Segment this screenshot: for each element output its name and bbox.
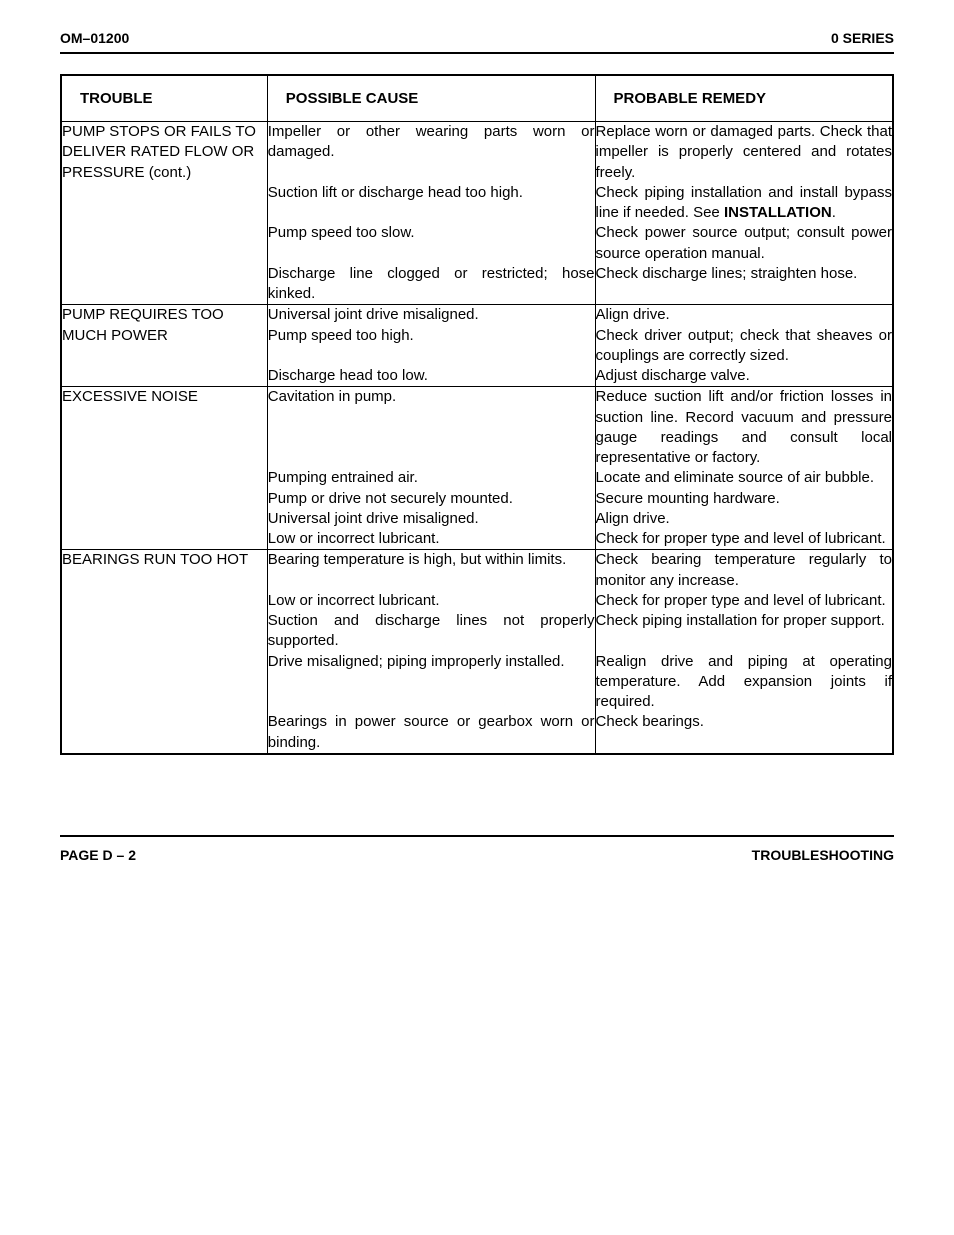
header-right: 0 SERIES [831, 30, 894, 46]
cause-cell: Universal joint drive misaligned. [267, 509, 595, 529]
cause-cell: Suction lift or discharge head too high. [267, 183, 595, 224]
remedy-cell: Check for proper type and level of lubri… [595, 529, 893, 550]
footer-right: TROUBLESHOOTING [752, 847, 894, 863]
cause-cell: Drive misaligned; piping improperly inst… [267, 652, 595, 713]
remedy-cell: Check piping installation for proper sup… [595, 611, 893, 652]
remedy-cell: Replace worn or damaged parts. Check tha… [595, 122, 893, 183]
remedy-cell: Check for proper type and level of lubri… [595, 591, 893, 611]
cause-cell: Pump speed too slow. [267, 223, 595, 264]
header-left: OM–01200 [60, 30, 129, 46]
cause-cell: Low or incorrect lubricant. [267, 529, 595, 550]
page-header: OM–01200 0 SERIES [60, 30, 894, 54]
table-row: PUMP STOPS OR FAILS TO DELIVER RATED FLO… [61, 122, 893, 183]
table-row: PUMP REQUIRES TOO MUCH POWERUniversal jo… [61, 305, 893, 326]
remedy-cell: Check discharge lines; straighten hose. [595, 264, 893, 305]
trouble-cell: PUMP STOPS OR FAILS TO DELIVER RATED FLO… [61, 122, 267, 305]
table-header-row: TROUBLE POSSIBLE CAUSE PROBABLE REMEDY [61, 75, 893, 122]
page-footer: PAGE D – 2 TROUBLESHOOTING [60, 835, 894, 863]
remedy-cell: Check piping installation and install by… [595, 183, 893, 224]
cause-cell: Impeller or other wearing parts worn or … [267, 122, 595, 183]
remedy-cell: Adjust discharge valve. [595, 366, 893, 387]
trouble-cell: EXCESSIVE NOISE [61, 387, 267, 550]
cause-cell: Suction and discharge lines not properly… [267, 611, 595, 652]
remedy-cell: Secure mounting hardware. [595, 489, 893, 509]
cause-cell: Low or incorrect lubricant. [267, 591, 595, 611]
remedy-cell: Check driver output; check that sheaves … [595, 326, 893, 367]
trouble-cell: PUMP REQUIRES TOO MUCH POWER [61, 305, 267, 387]
cause-cell: Bearings in power source or gearbox worn… [267, 712, 595, 754]
remedy-cell: Align drive. [595, 509, 893, 529]
table-row: BEARINGS RUN TOO HOTBearing temperature … [61, 550, 893, 591]
cause-cell: Cavitation in pump. [267, 387, 595, 469]
cause-cell: Pump or drive not securely mounted. [267, 489, 595, 509]
cause-cell: Discharge head too low. [267, 366, 595, 387]
remedy-cell: Check bearing temperature regularly to m… [595, 550, 893, 591]
remedy-cell: Check bearings. [595, 712, 893, 754]
remedy-cell: Reduce suction lift and/or friction loss… [595, 387, 893, 469]
footer-left: PAGE D – 2 [60, 847, 136, 863]
cause-cell: Universal joint drive misaligned. [267, 305, 595, 326]
remedy-cell: Check power source output; consult power… [595, 223, 893, 264]
cause-cell: Bearing temperature is high, but within … [267, 550, 595, 591]
remedy-cell: Align drive. [595, 305, 893, 326]
remedy-cell: Realign drive and piping at operating te… [595, 652, 893, 713]
cause-cell: Discharge line clogged or restricted; ho… [267, 264, 595, 305]
table-row: EXCESSIVE NOISECavitation in pump.Reduce… [61, 387, 893, 469]
troubleshooting-table: TROUBLE POSSIBLE CAUSE PROBABLE REMEDY P… [60, 74, 894, 755]
remedy-cell: Locate and eliminate source of air bubbl… [595, 468, 893, 488]
col-header-cause: POSSIBLE CAUSE [267, 75, 595, 122]
cause-cell: Pump speed too high. [267, 326, 595, 367]
col-header-trouble: TROUBLE [61, 75, 267, 122]
col-header-remedy: PROBABLE REMEDY [595, 75, 893, 122]
cause-cell: Pumping entrained air. [267, 468, 595, 488]
trouble-cell: BEARINGS RUN TOO HOT [61, 550, 267, 754]
